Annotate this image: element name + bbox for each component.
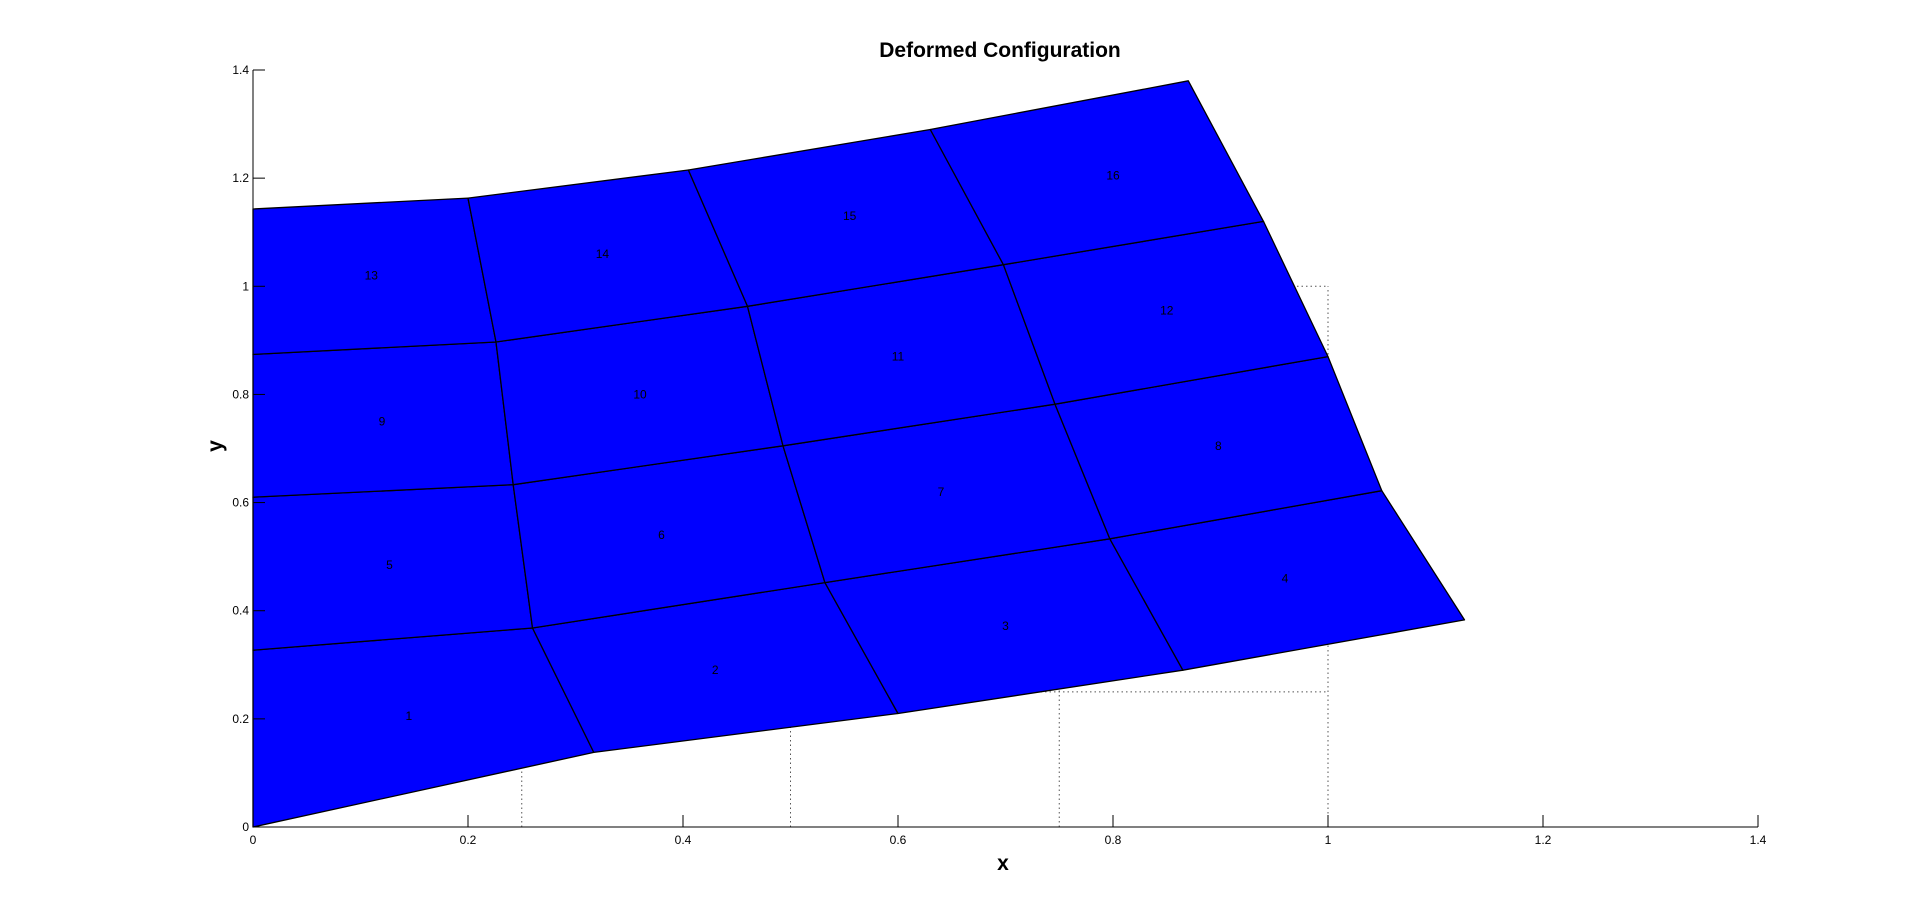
x-tick-label-6: 1.2	[1535, 833, 1552, 847]
element-label-5: 5	[386, 558, 393, 572]
y-axis-title: y	[204, 440, 227, 452]
element-label-6: 6	[658, 528, 665, 542]
x-tick-label-0: 0	[250, 833, 257, 847]
element-label-9: 9	[379, 414, 386, 428]
x-tick-label-2: 0.4	[675, 833, 692, 847]
element-label-10: 10	[633, 387, 647, 401]
axes: 0 0.2 0.4 0.6 0.8 1 1.2 1.4 0 0.2 0.4 0.6 0.8 1 1.2 1.4	[232, 63, 1766, 847]
x-tick-label-7: 1.4	[1750, 833, 1767, 847]
element-label-13: 13	[365, 268, 379, 282]
element-label-1: 1	[406, 709, 413, 723]
y-tick-label-4: 0.8	[232, 387, 249, 401]
element-label-4: 4	[1282, 571, 1289, 585]
x-tick-label-3: 0.6	[890, 833, 907, 847]
element-label-15: 15	[843, 209, 857, 223]
element-label-14: 14	[596, 247, 610, 261]
element-label-3: 3	[1002, 619, 1009, 633]
element-label-16: 16	[1106, 168, 1120, 182]
chart-title: Deformed Configuration	[879, 39, 1121, 62]
x-tick-label-1: 0.2	[460, 833, 477, 847]
y-tick-label-5: 1	[242, 279, 249, 293]
x-tick-label-5: 1	[1325, 833, 1332, 847]
mesh-element-16	[929, 80, 1265, 266]
y-tick-label-1: 0.2	[232, 712, 249, 726]
element-label-11: 11	[892, 350, 905, 364]
x-axis-title: x	[997, 852, 1009, 875]
element-label-8: 8	[1215, 439, 1222, 453]
y-tick-label-7: 1.4	[232, 63, 249, 77]
element-label-12: 12	[1160, 304, 1174, 318]
deformed-mesh	[252, 80, 1466, 828]
y-tick-label-3: 0.6	[232, 496, 249, 510]
y-tick-label-2: 0.4	[232, 604, 249, 618]
x-tick-label-4: 0.8	[1105, 833, 1122, 847]
element-label-7: 7	[938, 485, 945, 499]
element-label-2: 2	[712, 663, 719, 677]
y-tick-label-0: 0	[242, 820, 249, 834]
y-tick-label-6: 1.2	[232, 171, 249, 185]
